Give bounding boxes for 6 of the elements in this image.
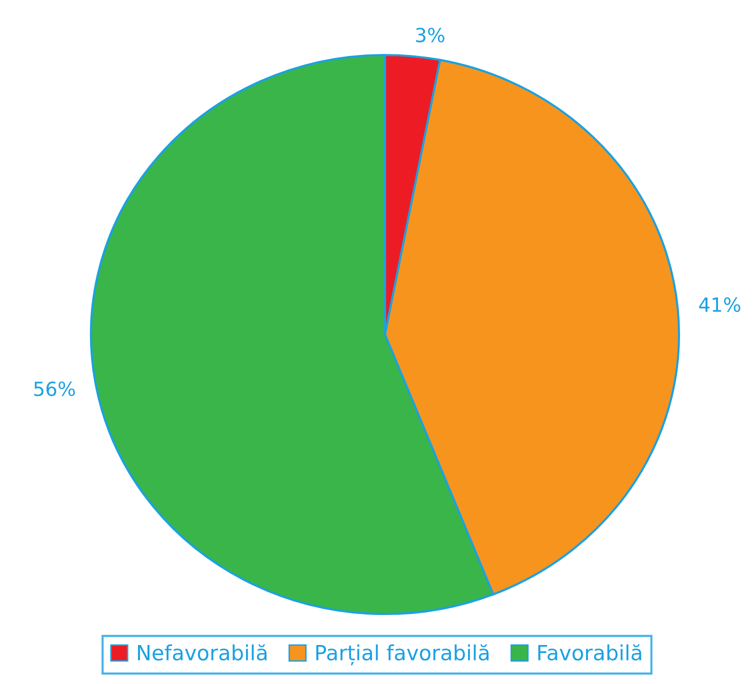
legend-label: Favorabilă — [538, 644, 642, 661]
data-label: 56% — [34, 381, 75, 396]
legend-label: Parțial favorabilă — [316, 644, 489, 666]
data-label: 41% — [699, 297, 740, 312]
data-label: 3% — [416, 28, 444, 42]
legend-label: Nefavorabilă — [138, 644, 267, 661]
